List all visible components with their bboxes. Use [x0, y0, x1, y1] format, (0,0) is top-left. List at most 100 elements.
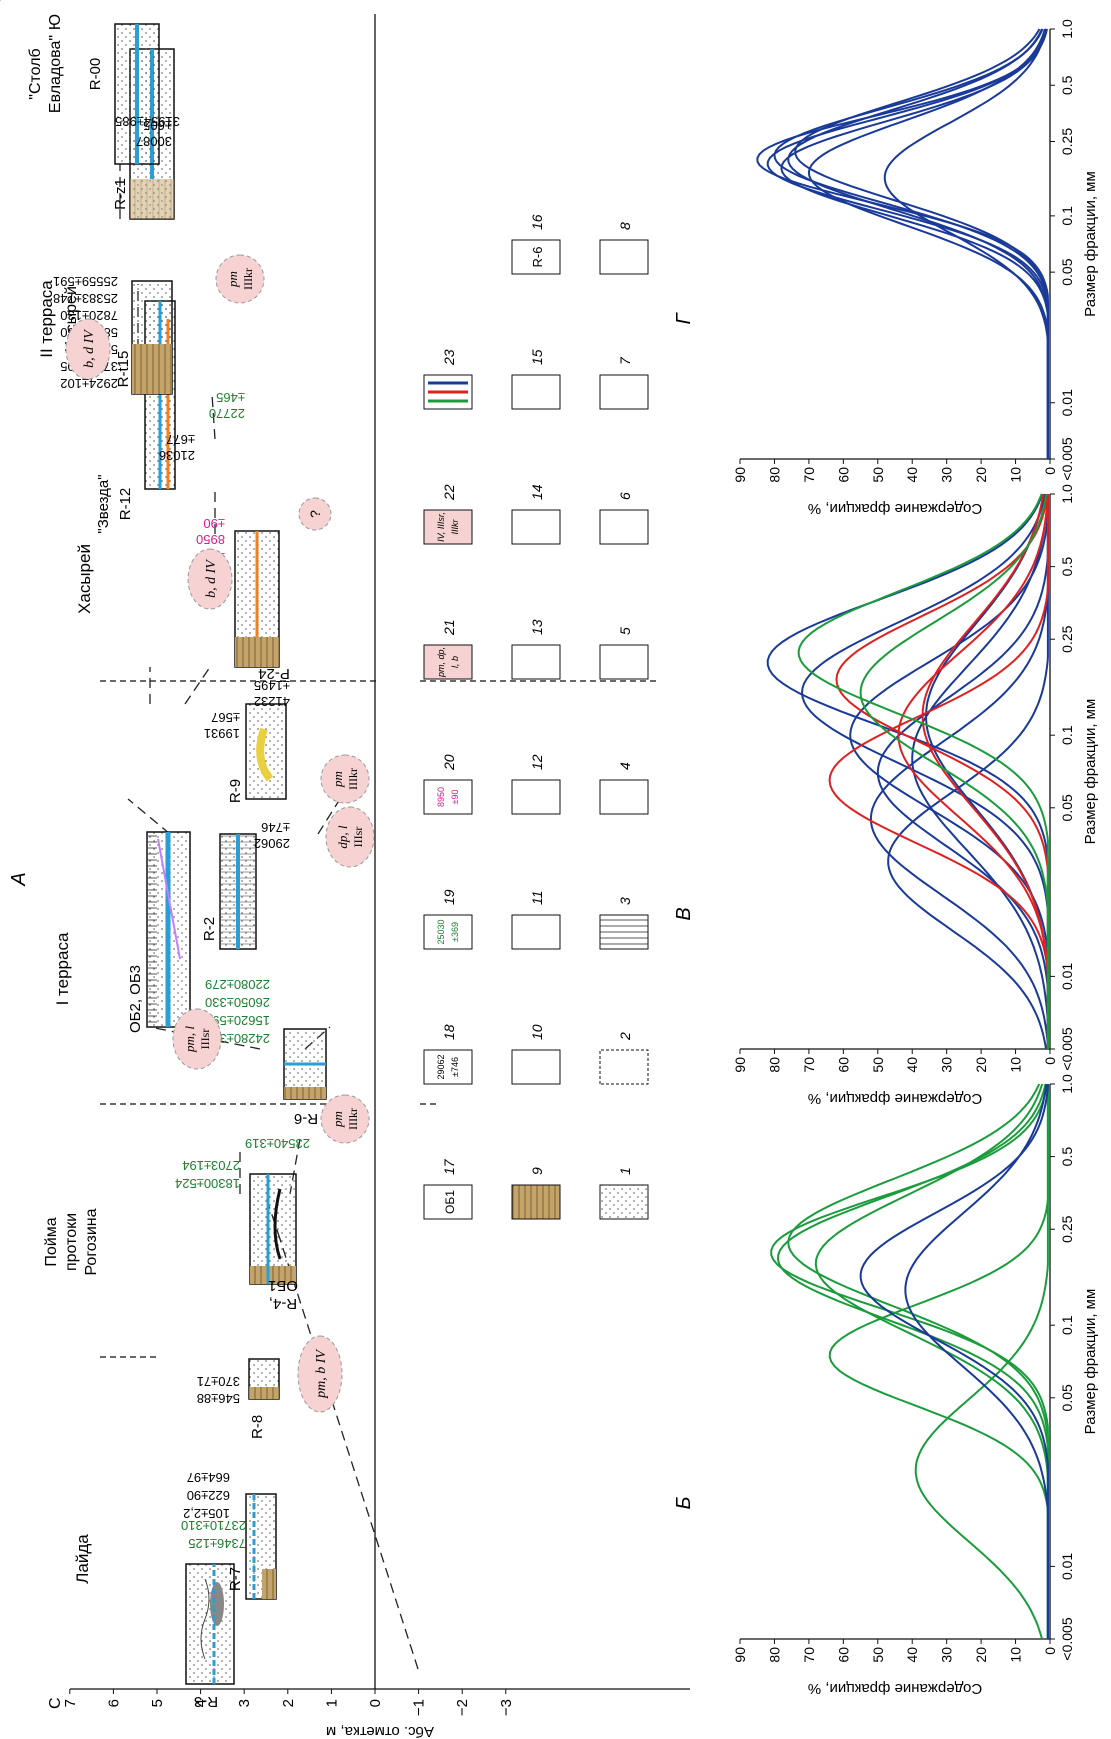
legend-number: 14 — [529, 484, 545, 500]
genetic-text: pm — [225, 271, 240, 288]
legend-item-23: 23 — [423, 349, 473, 410]
series-line-4 — [814, 1083, 1049, 1639]
section-R-00: R-00 — [87, 23, 160, 165]
date: ±567 — [211, 710, 240, 725]
legend-number: 11 — [529, 890, 545, 905]
x-tick-label: 0.01 — [1059, 963, 1075, 990]
y-tick-label: 6 — [105, 1699, 122, 1707]
zone-terrace1: I терраса — [53, 932, 72, 1005]
series-line-8 — [904, 1083, 1049, 1639]
legend-number: 2 — [617, 1032, 633, 1041]
legend-swatch — [599, 509, 649, 545]
legend-swatch — [423, 644, 473, 680]
y-tick-label: 0 — [1042, 1647, 1058, 1655]
genetic-text: pm, b IV — [314, 1349, 329, 1399]
section-label: R-9 — [227, 779, 244, 803]
date: ±1495 — [254, 678, 290, 693]
y-tick-label: 0 — [367, 1699, 384, 1707]
date: 23540±319 — [245, 1136, 310, 1151]
date: 7346±125 — [188, 1536, 246, 1551]
y-tick-label: −1 — [411, 1699, 428, 1716]
legend-number: 23 — [441, 349, 457, 366]
legend-number: 10 — [529, 1024, 545, 1040]
legend-item-3: 3 — [599, 897, 649, 950]
y-tick-label: 70 — [801, 1647, 817, 1663]
legend-swatch — [423, 1184, 473, 1220]
legend-swatch — [511, 1049, 561, 1085]
y-axis-label: Содержание фракции, % — [808, 1680, 982, 1697]
section-label: R-3 — [194, 1693, 218, 1710]
genetic-oval: b, d IV — [187, 548, 233, 610]
x-tick-label: <0.005 — [1059, 437, 1075, 480]
series-line-5 — [828, 1084, 1049, 1639]
y-tick-label: 0 — [1042, 1057, 1058, 1065]
y-axis-label: Содержание фракции, % — [808, 1090, 982, 1107]
legend-box-text: 8950 — [436, 787, 446, 807]
zone-poyma-1: Пойма — [43, 1217, 60, 1266]
genetic-oval: pm IIIkr — [320, 1094, 370, 1144]
date: 2703±194 — [182, 1158, 240, 1173]
legend-item-8: 8 — [599, 222, 649, 275]
y-tick-label: 3 — [236, 1699, 253, 1707]
y-tick-label: 50 — [870, 1647, 886, 1663]
y-tick-label: 40 — [904, 1057, 920, 1073]
legend-item-6: 6 — [599, 492, 649, 545]
legend-swatch — [511, 914, 561, 950]
legend-item-11: 11 — [511, 890, 561, 950]
genetic-text: pm — [330, 771, 345, 788]
legend-box-text: 25030 — [436, 919, 446, 944]
legend-number: 7 — [617, 356, 633, 365]
y-tick-label: −3 — [498, 1699, 515, 1716]
series-line-6 — [794, 28, 1049, 459]
genetic-oval: pm IIIkr — [320, 754, 370, 804]
legend-box-text: pm, dp, — [436, 647, 446, 678]
date: 370±71 — [197, 1374, 240, 1389]
genetic-oval: pm, b IV — [297, 1335, 343, 1413]
series-line-12 — [921, 493, 1049, 1049]
legend-number: 5 — [617, 627, 633, 635]
date: 2924±102 — [60, 376, 118, 391]
legend-item-13: 13 — [511, 619, 561, 680]
y-tick-label: 30 — [939, 1057, 955, 1073]
x-tick-label: 0.1 — [1059, 1315, 1075, 1335]
x-tick-label: <0.005 — [1059, 1617, 1075, 1660]
legend-swatch — [511, 779, 561, 815]
y-tick-label: 30 — [939, 467, 955, 483]
y-tick-label: −2 — [454, 1699, 471, 1716]
x-tick-label: 0.5 — [1059, 557, 1075, 577]
legend-number: 1 — [617, 1167, 633, 1175]
legend-swatch — [511, 644, 561, 680]
legend-number: 20 — [441, 754, 457, 771]
zone-poyma-2: протоки — [63, 1213, 80, 1271]
section-R-8: R-8 — [248, 1358, 280, 1439]
zone-poyma-3: Рогозина — [83, 1208, 100, 1275]
legend-swatch — [599, 239, 649, 275]
x-tick-label: 0.25 — [1059, 625, 1075, 652]
genetic-text: IIIsr — [351, 827, 365, 848]
legend-swatch — [599, 644, 649, 680]
legend-item-12: 12 — [511, 754, 561, 815]
legend-box-text: IIIkr — [450, 518, 460, 534]
legend-item-4: 4 — [599, 762, 649, 815]
y-tick-label: 0 — [1042, 467, 1058, 475]
chart-3: 0 10 20 30 40 50 60 70 80 90 <0.005 0.01 0.05 0.1 0.25… — [732, 19, 1099, 517]
legend-item-2: 2 — [599, 1032, 649, 1085]
legend-item-1: 1 — [599, 1167, 649, 1220]
y-tick-label: 60 — [835, 467, 851, 483]
section-OB2-OB3: ОБ2, ОБ3 — [127, 831, 191, 1033]
x-axis-label: Размер фракции, мм — [1082, 699, 1099, 845]
date: ±90 — [203, 516, 225, 531]
legend-box-text: IV, IIIsr, — [436, 512, 446, 542]
legend-box-text: R-6 — [530, 247, 545, 268]
section-label: R-t15 — [115, 351, 132, 388]
legend-item-5: 5 — [599, 627, 649, 680]
zone-stolb-2: Евладова" — [47, 35, 64, 113]
genetic-oval: ? — [298, 497, 332, 531]
genetic-text: IIIkr — [346, 1108, 360, 1130]
legend-item-7: 7 — [599, 356, 649, 410]
y-tick-label: 90 — [732, 467, 748, 483]
legend-number: 9 — [529, 1167, 545, 1175]
legend-number: 12 — [529, 754, 545, 770]
